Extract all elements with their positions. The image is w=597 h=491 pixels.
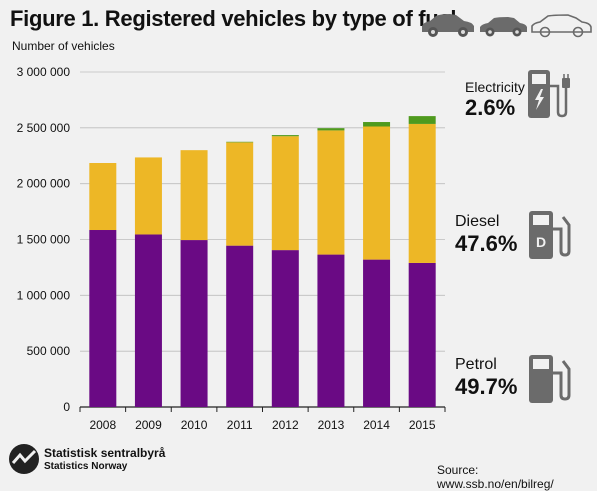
legend-petrol: Petrol 49.7%	[455, 356, 517, 400]
bar-petrol-2015	[408, 262, 436, 407]
fuel-pump-icon	[529, 355, 571, 403]
legend-diesel-pct: 47.6%	[455, 231, 518, 256]
logo-name: Statistisk sentralbyrå	[44, 446, 166, 460]
x-tick-label: 2008	[89, 418, 116, 432]
logo-subtitle: Statistics Norway	[44, 461, 128, 472]
bar-diesel-2009	[134, 157, 162, 235]
bar-diesel-2012	[271, 136, 299, 251]
y-tick-label: 2 500 000	[17, 121, 71, 135]
bar-electricity-2012	[271, 135, 299, 137]
legend-petrol-pct: 49.7%	[455, 374, 518, 399]
ssb-logo: Statistisk sentralbyrå Statistics Norway	[8, 443, 198, 479]
bar-diesel-2014	[363, 126, 391, 260]
legend-electricity: Electricity 2.6%	[465, 79, 525, 121]
bar-petrol-2008	[89, 230, 117, 407]
y-axis-label: Number of vehicles	[12, 39, 115, 53]
legend-electricity-pct: 2.6%	[465, 95, 516, 120]
bar-petrol-2013	[317, 254, 345, 407]
y-tick-label: 2 000 000	[17, 177, 71, 191]
x-tick-label: 2015	[409, 418, 436, 432]
bar-petrol-2012	[271, 250, 299, 407]
y-tick-label: 1 500 000	[17, 233, 71, 247]
bar-diesel-2008	[89, 163, 117, 231]
electric-pump-icon	[528, 70, 570, 118]
legend-diesel-label: Diesel	[455, 213, 500, 230]
ssb-logo-mark	[9, 444, 39, 474]
bar-petrol-2014	[363, 259, 391, 407]
x-tick-label: 2013	[318, 418, 345, 432]
legend-diesel: Diesel 47.6%	[455, 213, 517, 257]
x-tick-label: 2011	[227, 418, 253, 432]
bar-electricity-2015	[408, 116, 436, 124]
y-tick-label: 3 000 000	[17, 65, 71, 79]
bar-diesel-2010	[180, 150, 208, 241]
y-tick-label: 1 000 000	[17, 288, 71, 302]
bar-petrol-2011	[226, 245, 254, 407]
x-tick-label: 2014	[363, 418, 390, 432]
x-tick-label: 2010	[181, 418, 208, 432]
chart-title: Figure 1. Registered vehicles by type of…	[10, 6, 457, 31]
bar-diesel-2011	[226, 142, 254, 246]
x-tick-label: 2012	[272, 418, 299, 432]
bar-diesel-2015	[408, 123, 436, 263]
x-tick-label: 2009	[135, 418, 162, 432]
bar-electricity-2013	[317, 128, 345, 131]
y-tick-label: 500 000	[27, 344, 71, 358]
bar-electricity-2014	[363, 122, 391, 127]
bar-petrol-2009	[134, 234, 162, 407]
svg-text:D: D	[536, 234, 546, 250]
legend-petrol-label: Petrol	[455, 356, 497, 373]
bar-diesel-2013	[317, 130, 345, 255]
source-note: Source: www.ssb.no/en/bilreg/	[437, 463, 554, 491]
bar-electricity-2011	[226, 141, 254, 143]
diesel-pump-icon: D	[529, 211, 571, 259]
bar-petrol-2010	[180, 240, 208, 407]
legend-electricity-label: Electricity	[465, 79, 525, 95]
y-tick-label: 0	[63, 400, 70, 414]
cars-icon	[422, 14, 592, 38]
